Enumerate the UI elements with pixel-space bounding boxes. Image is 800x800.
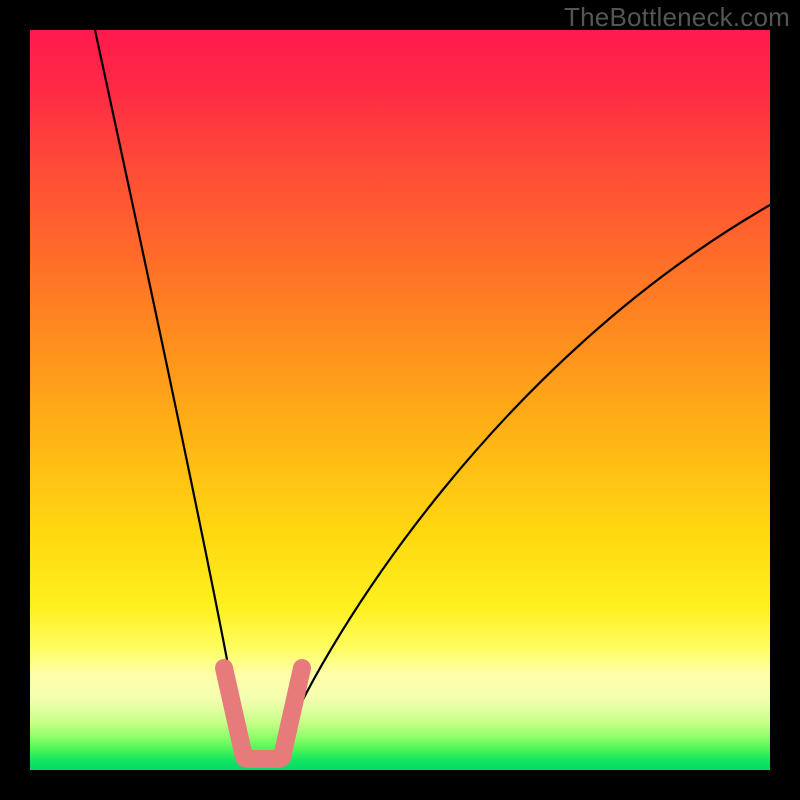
gradient-background (30, 30, 770, 770)
plot-svg (30, 30, 770, 770)
plot-area (30, 30, 770, 770)
watermark-text: TheBottleneck.com (564, 2, 790, 33)
